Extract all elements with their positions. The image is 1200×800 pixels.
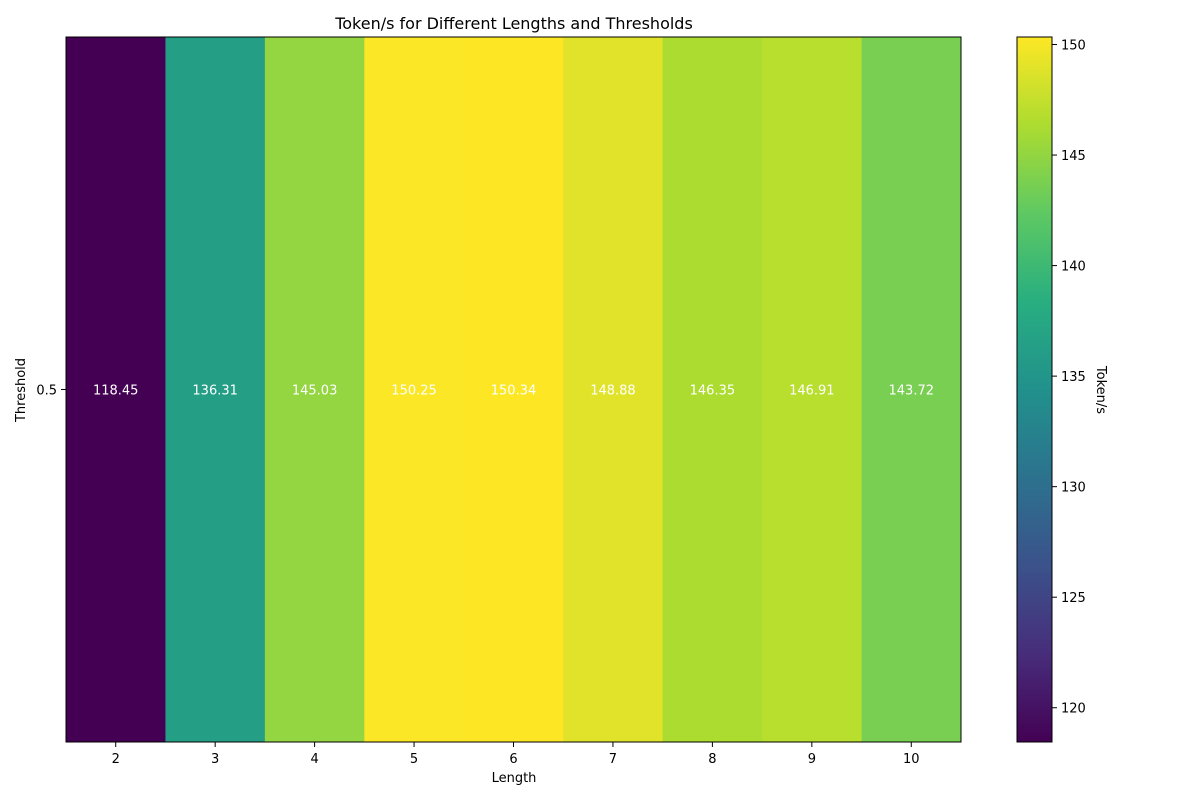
cell-value-label: 148.88 <box>590 384 636 399</box>
colorbar-tick-label: 125 <box>1061 591 1086 606</box>
colorbar <box>1016 36 1053 743</box>
cell-value-label: 145.03 <box>292 384 338 399</box>
heatmap-cell <box>762 37 863 742</box>
x-tick-label: 10 <box>903 752 920 767</box>
heatmap-cell <box>165 37 266 742</box>
colorbar-label: Token/s <box>1093 365 1108 414</box>
cell-value-label: 150.34 <box>491 384 537 399</box>
y-axis-label: Threshold <box>14 358 29 423</box>
x-axis-label: Length <box>492 771 537 786</box>
heatmap-cell <box>66 37 166 742</box>
cell-labels: 118.45 136.31 145.03 150.25 150.34 148.88 146.… <box>93 384 934 399</box>
x-axis-ticks: 2 3 4 5 6 7 8 9 10 <box>112 742 920 767</box>
x-tick-label: 3 <box>211 752 219 767</box>
heatmap-cell <box>364 37 465 742</box>
x-tick-label: 4 <box>310 752 318 767</box>
heatmap-cell <box>861 37 962 742</box>
heatmap-cell <box>463 37 564 742</box>
colorbar-tick-label: 120 <box>1061 702 1086 717</box>
x-tick-label: 8 <box>708 752 716 767</box>
x-tick-label: 2 <box>112 752 120 767</box>
cell-value-label: 150.25 <box>391 384 437 399</box>
heatmap-cell <box>662 37 763 742</box>
cell-value-label: 146.35 <box>690 384 736 399</box>
x-tick-label: 6 <box>509 752 517 767</box>
x-tick-label: 5 <box>410 752 418 767</box>
y-axis-ticks: 0.5 <box>36 384 66 399</box>
cell-value-label: 143.72 <box>889 384 935 399</box>
colorbar-tick-label: 135 <box>1061 370 1086 385</box>
colorbar-ticks: 120 125 130 135 140 145 150 <box>1052 39 1086 717</box>
cell-value-label: 118.45 <box>93 384 139 399</box>
heatmap-cell <box>563 37 664 742</box>
colorbar-tick-label: 140 <box>1061 260 1086 275</box>
colorbar-tick-label: 150 <box>1061 39 1086 54</box>
heatmap-cell <box>264 37 365 742</box>
x-tick-label: 7 <box>609 752 617 767</box>
cell-value-label: 146.91 <box>789 384 835 399</box>
chart-title: Token/s for Different Lengths and Thresh… <box>334 14 693 33</box>
x-tick-label: 9 <box>808 752 816 767</box>
cell-value-label: 136.31 <box>192 384 238 399</box>
colorbar-tick-label: 145 <box>1061 149 1086 164</box>
heatmap-cells <box>66 37 962 742</box>
colorbar-tick-label: 130 <box>1061 481 1086 496</box>
y-tick-label: 0.5 <box>36 384 57 399</box>
